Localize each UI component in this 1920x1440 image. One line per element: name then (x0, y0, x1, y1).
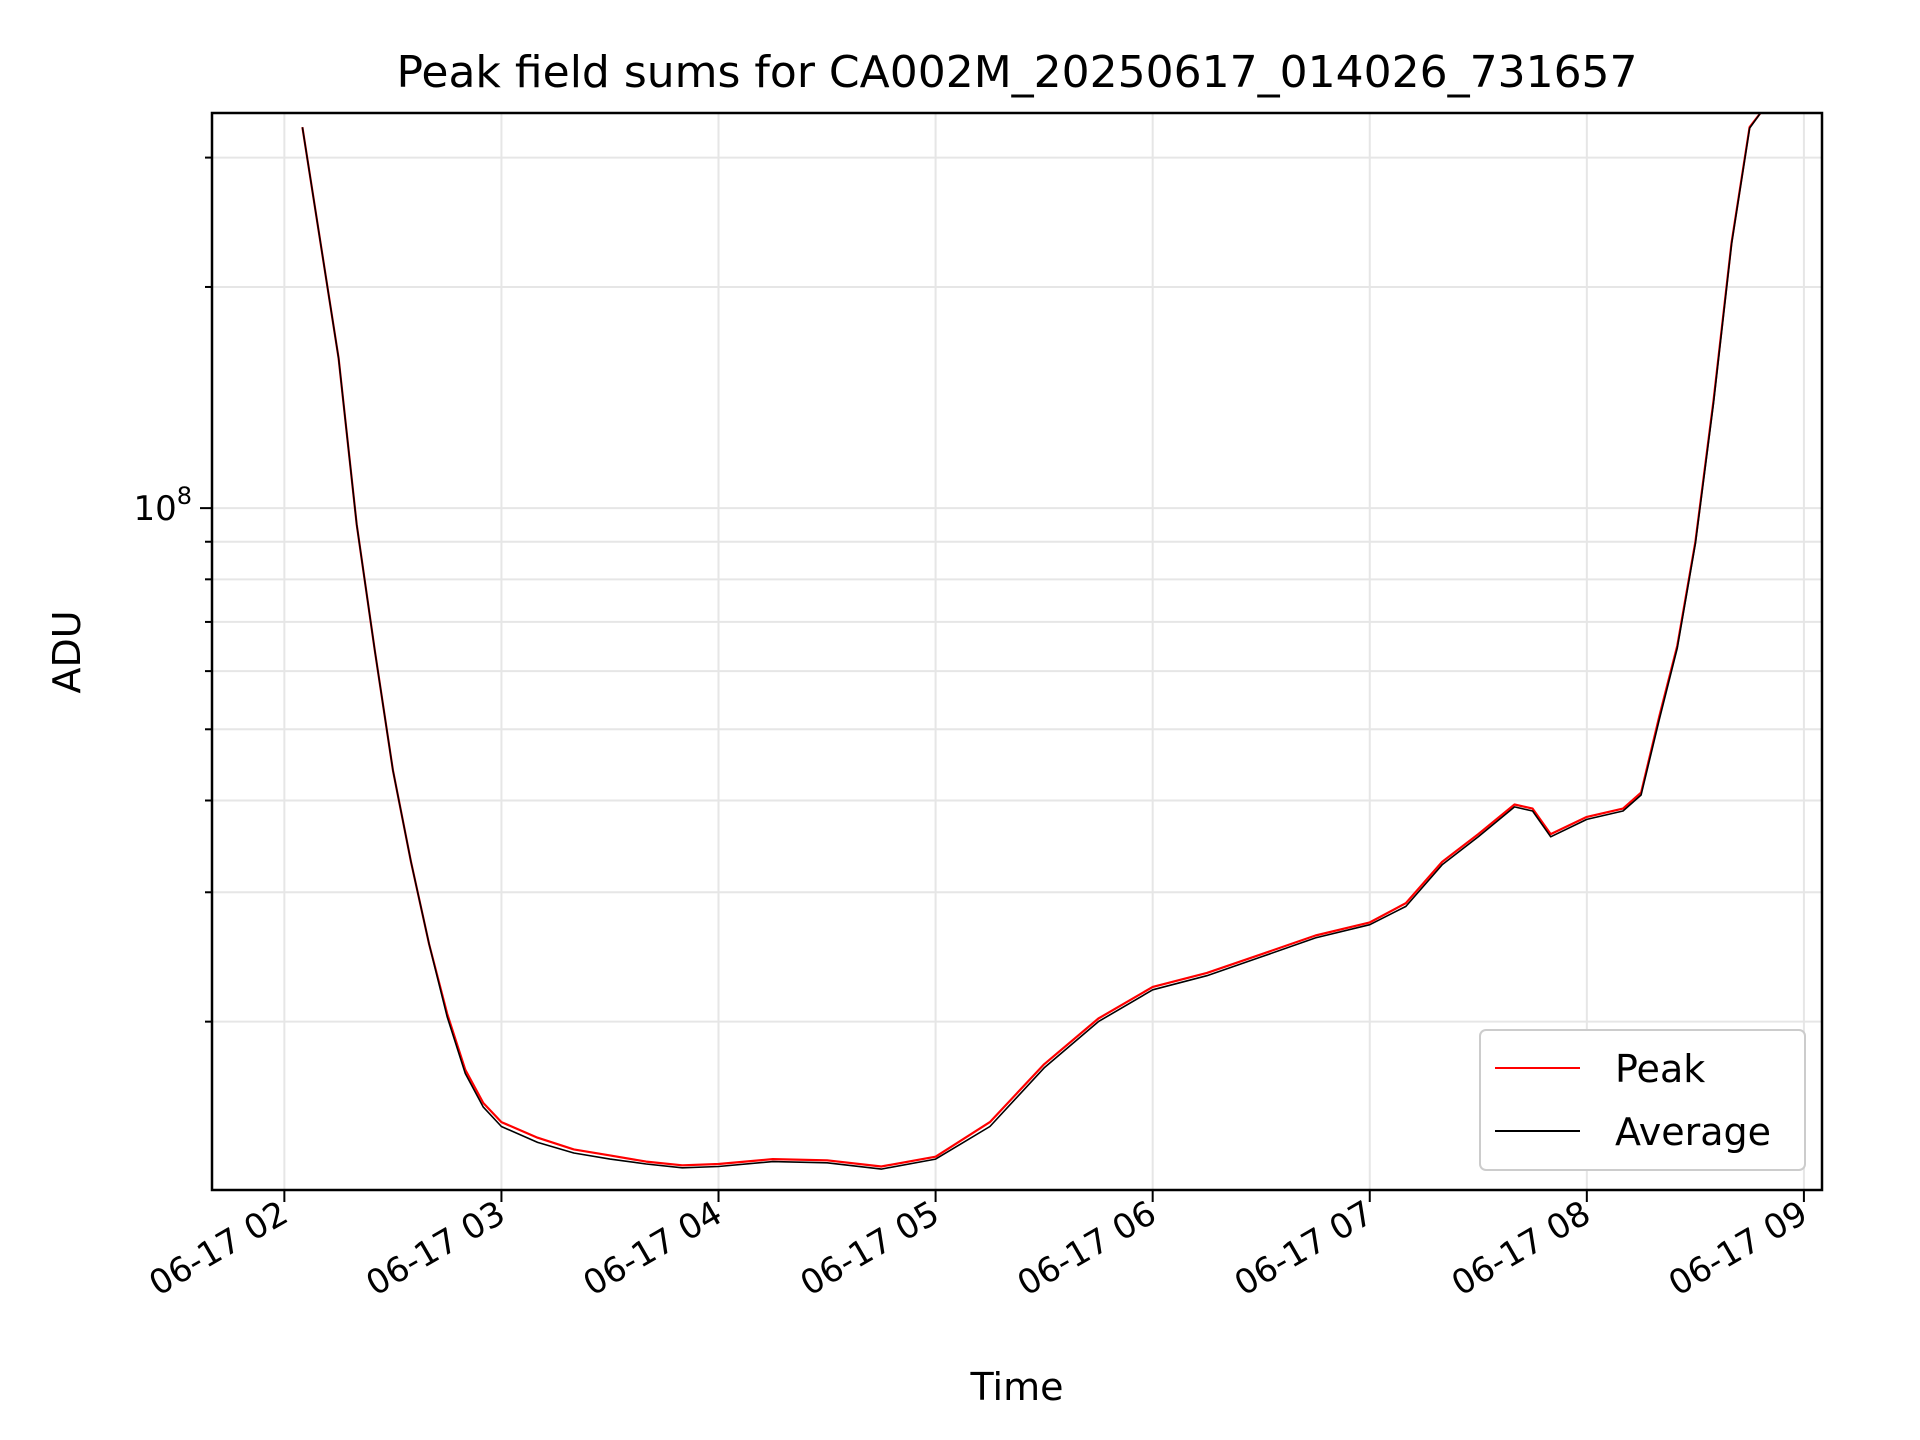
chart-title: Peak field sums for CA002M_20250617_0140… (396, 47, 1637, 98)
x-tick-label: 06-17 04 (577, 1193, 729, 1304)
series-line-average (301, 113, 1762, 1170)
x-tick-label: 06-17 03 (360, 1193, 512, 1304)
x-tick-label: 06-17 02 (142, 1193, 294, 1304)
x-axis-label: Time (970, 1365, 1064, 1409)
legend-label-peak: Peak (1615, 1047, 1705, 1091)
legend: Peak Average (1479, 1029, 1806, 1171)
x-tick-label: 06-17 07 (1228, 1193, 1380, 1304)
plot-frame (210, 111, 1824, 1192)
x-tick-label: 06-17 05 (794, 1193, 946, 1304)
series-line-peak (301, 113, 1762, 1168)
y-tick-label: 108 (133, 482, 192, 529)
x-tick-label: 06-17 08 (1445, 1193, 1597, 1304)
series-layer (301, 113, 1762, 1170)
legend-box (1479, 1029, 1806, 1171)
legend-label-average: Average (1615, 1110, 1771, 1154)
x-tick-label: 06-17 06 (1011, 1193, 1163, 1304)
grid-layer (212, 113, 1822, 1190)
y-axis-label: ADU (45, 610, 89, 693)
x-tick-label: 06-17 09 (1662, 1193, 1814, 1304)
